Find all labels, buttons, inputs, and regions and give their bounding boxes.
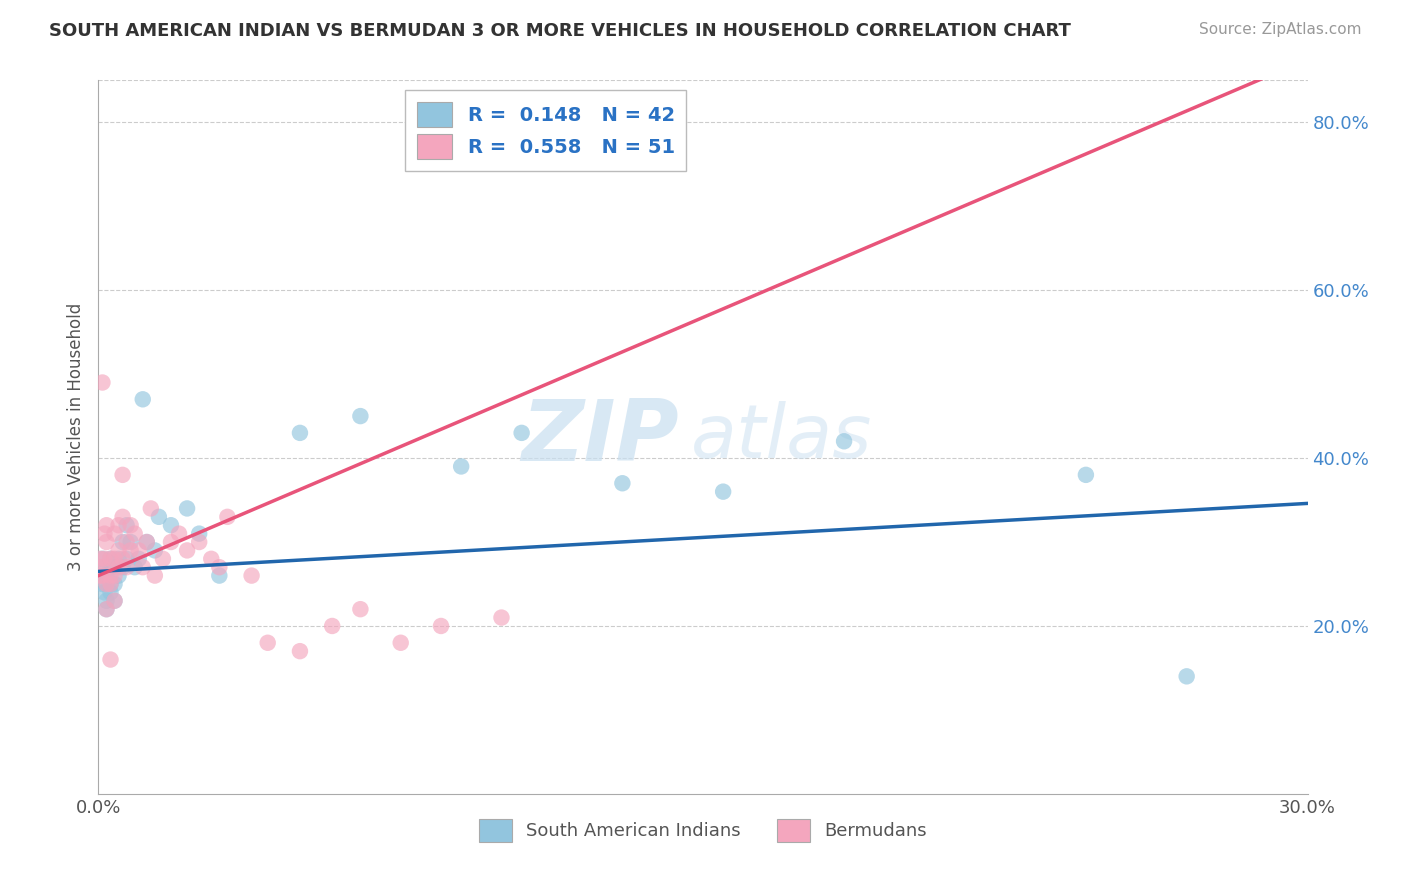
- Point: [103, 577, 125, 591]
- Point: [188, 526, 211, 541]
- Point: [103, 568, 125, 582]
- Point: [103, 594, 125, 608]
- Point: [100, 568, 122, 582]
- Point: [139, 501, 162, 516]
- Point: [132, 560, 155, 574]
- Point: [91, 551, 114, 566]
- Point: [143, 543, 166, 558]
- Point: [288, 644, 311, 658]
- Text: atlas: atlas: [690, 401, 872, 473]
- Point: [510, 425, 533, 440]
- Point: [96, 577, 118, 591]
- Point: [91, 577, 114, 591]
- Point: [111, 535, 134, 549]
- Text: ZIP: ZIP: [522, 395, 679, 479]
- Point: [349, 409, 371, 423]
- Point: [107, 560, 129, 574]
- Point: [349, 602, 371, 616]
- Point: [111, 467, 134, 482]
- Point: [103, 551, 125, 566]
- Point: [200, 551, 222, 566]
- Point: [111, 551, 134, 566]
- Point: [430, 619, 453, 633]
- Point: [93, 585, 115, 599]
- Point: [91, 560, 114, 574]
- Point: [93, 568, 115, 582]
- Point: [100, 652, 122, 666]
- Point: [96, 535, 118, 549]
- Point: [152, 551, 174, 566]
- Point: [115, 518, 138, 533]
- Point: [208, 560, 231, 574]
- Point: [96, 602, 118, 616]
- Point: [100, 551, 122, 566]
- Point: [240, 568, 263, 582]
- Point: [167, 526, 190, 541]
- Point: [491, 610, 513, 624]
- Point: [321, 619, 343, 633]
- Point: [115, 551, 138, 566]
- Point: [111, 509, 134, 524]
- Point: [96, 568, 118, 582]
- Y-axis label: 3 or more Vehicles in Household: 3 or more Vehicles in Household: [66, 303, 84, 571]
- Point: [107, 568, 129, 582]
- Point: [135, 535, 157, 549]
- Point: [111, 560, 134, 574]
- Point: [143, 568, 166, 582]
- Legend: South American Indians, Bermudans: South American Indians, Bermudans: [472, 812, 934, 849]
- Point: [176, 501, 198, 516]
- Point: [124, 526, 146, 541]
- Point: [115, 560, 138, 574]
- Point: [107, 543, 129, 558]
- Point: [89, 568, 111, 582]
- Point: [208, 568, 231, 582]
- Point: [89, 551, 111, 566]
- Point: [1074, 467, 1097, 482]
- Point: [612, 476, 634, 491]
- Point: [100, 551, 122, 566]
- Point: [450, 459, 472, 474]
- Point: [96, 594, 118, 608]
- Point: [1175, 669, 1198, 683]
- Point: [100, 560, 122, 574]
- Point: [188, 535, 211, 549]
- Point: [217, 509, 239, 524]
- Point: [160, 535, 183, 549]
- Point: [100, 577, 122, 591]
- Point: [256, 636, 278, 650]
- Point: [128, 543, 150, 558]
- Point: [132, 392, 155, 407]
- Point: [128, 551, 150, 566]
- Point: [124, 560, 146, 574]
- Point: [100, 577, 122, 591]
- Point: [120, 518, 142, 533]
- Point: [135, 535, 157, 549]
- Point: [103, 594, 125, 608]
- Point: [103, 526, 125, 541]
- Point: [176, 543, 198, 558]
- Point: [120, 543, 142, 558]
- Point: [160, 518, 183, 533]
- Text: Source: ZipAtlas.com: Source: ZipAtlas.com: [1198, 22, 1361, 37]
- Point: [288, 425, 311, 440]
- Point: [107, 518, 129, 533]
- Point: [96, 577, 118, 591]
- Point: [711, 484, 734, 499]
- Point: [96, 602, 118, 616]
- Point: [100, 585, 122, 599]
- Point: [93, 551, 115, 566]
- Point: [96, 518, 118, 533]
- Point: [103, 560, 125, 574]
- Point: [91, 376, 114, 390]
- Point: [93, 526, 115, 541]
- Point: [107, 551, 129, 566]
- Point: [832, 434, 855, 449]
- Point: [89, 560, 111, 574]
- Text: SOUTH AMERICAN INDIAN VS BERMUDAN 3 OR MORE VEHICLES IN HOUSEHOLD CORRELATION CH: SOUTH AMERICAN INDIAN VS BERMUDAN 3 OR M…: [49, 22, 1071, 40]
- Point: [389, 636, 412, 650]
- Point: [120, 535, 142, 549]
- Point: [148, 509, 170, 524]
- Point: [115, 535, 138, 549]
- Point: [91, 568, 114, 582]
